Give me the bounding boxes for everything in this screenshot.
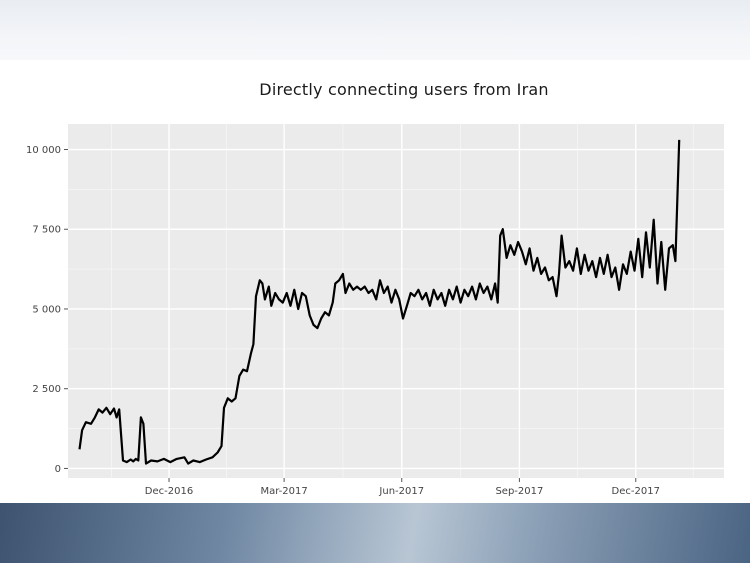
plot-background (68, 124, 724, 478)
y-tick-label: 0 (55, 464, 61, 475)
y-tick-label: 2 500 (32, 384, 61, 395)
y-axis-labels: 0 2 500 5 000 7 500 10 000 (26, 145, 61, 475)
x-tick-label: Mar-2017 (260, 486, 307, 497)
series-line-iran-users (78, 139, 681, 465)
chart-title: Directly connecting users from Iran (259, 80, 549, 99)
x-axis-labels: Dec-2016 Mar-2017 Jun-2017 Sep-2017 Dec-2017 (145, 486, 660, 497)
axis-ticks (64, 149, 637, 482)
y-tick-label: 10 000 (26, 145, 61, 156)
y-tick-label: 5 000 (32, 304, 61, 315)
x-tick-label: Sep-2017 (495, 486, 543, 497)
slide-bottom-band (0, 503, 750, 563)
x-tick-label: Dec-2016 (145, 486, 193, 497)
major-gridlines (68, 124, 724, 478)
x-tick-label: Jun-2017 (378, 486, 424, 497)
y-tick-label: 7 500 (32, 225, 61, 236)
x-tick-label: Dec-2017 (612, 486, 660, 497)
slide-top-band (0, 0, 750, 60)
